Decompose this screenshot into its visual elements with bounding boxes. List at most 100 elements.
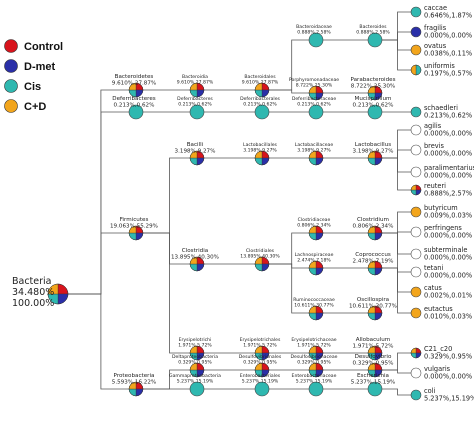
enterobacteriaceae-stats: 5.237%,15.19% [296,378,333,384]
legend-label: Cis [24,81,41,93]
pie-outline [367,260,383,276]
c21_c20-pie [410,347,422,359]
edge-clostridium-tetani [375,232,416,273]
deferribacteraceae-stats: 0.213%,0.62% [297,101,331,107]
erysipelotrichales-name: Erysipelotrichales [240,337,281,343]
legend-item-cis: Cis [4,79,41,93]
butyricum-pie [410,206,422,218]
pie-slice [189,381,205,397]
tetani-stats: 0.000%,0.00% [424,271,472,279]
coli-pie [410,389,422,401]
root-label-name: Bacteria [12,276,52,287]
empty-node [410,266,422,278]
edge-lactobacillus-reuteri [375,157,416,191]
mucispirillum-stats: 0.213%,0.62% [353,102,394,108]
gammaproteobacteria-name: Gammaproteobacteria [169,373,221,379]
pie-outline [367,85,383,101]
ruminococcaceae-pie [308,305,324,321]
caccae-stats: 0.646%,1.87% [424,11,472,19]
edge-bacteroidales-porphyromonadaceae [262,89,316,94]
lachnospiraceae-pie [308,260,324,276]
legend-label: D-met [24,61,56,73]
lactobacillales-pie [254,150,270,166]
empty-node [410,144,422,156]
enterobacteriaceae-pie [308,381,324,397]
pie-outline [308,362,324,378]
lachnospiraceae-stats: 2.474%,7.18% [297,257,331,263]
agilis-name: agilis [424,122,442,130]
clostridiaceae-pie [308,225,324,241]
pie-slice [410,26,422,38]
pie-slice [367,104,383,120]
brevis-name: brevis [424,142,445,150]
deferribacteraceae-name: Deferribacteraceae [292,96,337,102]
deferribacteres2-pie [189,104,205,120]
deltaproteobacteria-stats: 0.329%,0.95% [178,359,212,365]
pie-slice [128,104,144,120]
lactobacillaceae-pie [308,150,324,166]
agilis-stats: 0.000%,0.00% [424,129,472,137]
pie-outline [367,150,383,166]
pie-outline [254,150,270,166]
bacteroidales-pie [254,82,270,98]
enterobacteriaceae-name: Enterobacteriaceae [292,373,337,379]
pie-outline [189,362,205,378]
subterminale-pie [410,248,422,260]
pie-outline [128,381,144,397]
mucispirillum-pie [367,104,383,120]
pie-outline [410,64,422,76]
pie-outline [367,225,383,241]
desulfovibrionaceae-name: Desulfovibrionaceae [291,354,338,360]
oscillospira-stats: 10.611%,30.77% [349,303,397,309]
legend: Control D-met Cis C+D [4,39,63,113]
proteobacteria-stats: 5.593%,16.22% [112,379,156,385]
tetani-name: tetani [424,264,443,272]
coli-name: coli [424,387,435,395]
lachnospiraceae-name: Lachnospiraceae [295,252,334,258]
deltaproteobacteria-name: Deltaproteobacteria [172,354,218,360]
pie-outline [367,305,383,321]
vulgaris-pie [410,367,422,379]
ruminococcaceae-stats: 10.611%,30.77% [294,302,334,308]
pie-outline [308,305,324,321]
edge-root-deferribacteres [58,111,136,295]
root-pie [47,283,69,305]
bacteroidaceae-pie [308,32,324,48]
bacteroidetes-stats: 9.610%,27.87% [112,80,156,86]
porphyromonadaceae-pie [308,85,324,101]
clostridiales-pie [254,256,270,272]
c21_c20-stats: 0.329%,0.95% [424,352,472,360]
tree-edges [58,11,416,396]
caccae-name: caccae [424,4,447,12]
tree-nodes: Bacteria34.480%100.00%Bacteroidetes9.610… [12,4,474,402]
edge-bacteroides-uniformis [375,39,416,71]
pie-slice [254,104,270,120]
edge-root-proteobacteria [58,293,136,390]
pie-outline [410,347,422,359]
bacteroidales-stats: 9.610%,27.87% [242,79,279,85]
legend-swatch [4,79,18,93]
perfringens-stats: 0.000%,0.00% [424,231,472,239]
allobaculum-name: Allobaculum [356,337,391,343]
empty-node [410,367,422,379]
lactobacillus-name: Lactobacillus [355,142,391,148]
empty-node [410,166,422,178]
bacteroides-name: Bacteroides [359,24,387,30]
subterminale-stats: 0.000%,0.00% [424,253,472,261]
subterminale-name: subterminale [424,246,467,254]
lactobacillus-pie [367,150,383,166]
pie-slice [410,206,422,218]
firmicutes-pie [128,225,144,241]
pie-slice [410,6,422,18]
lactobacillaceae-name: Lactobacillaceae [295,142,334,148]
eutactus-name: eutactus [424,305,453,313]
coprococcus-stats: 2.478%,7.19% [353,258,394,264]
escherichia-pie [367,381,383,397]
coli-stats: 5.237%,15.19% [424,394,474,402]
oscillospira-pie [367,305,383,321]
allobaculum-pie [367,345,383,361]
deferribacteraceae-pie [308,104,324,120]
pie-outline [308,225,324,241]
pie-outline [189,82,205,98]
